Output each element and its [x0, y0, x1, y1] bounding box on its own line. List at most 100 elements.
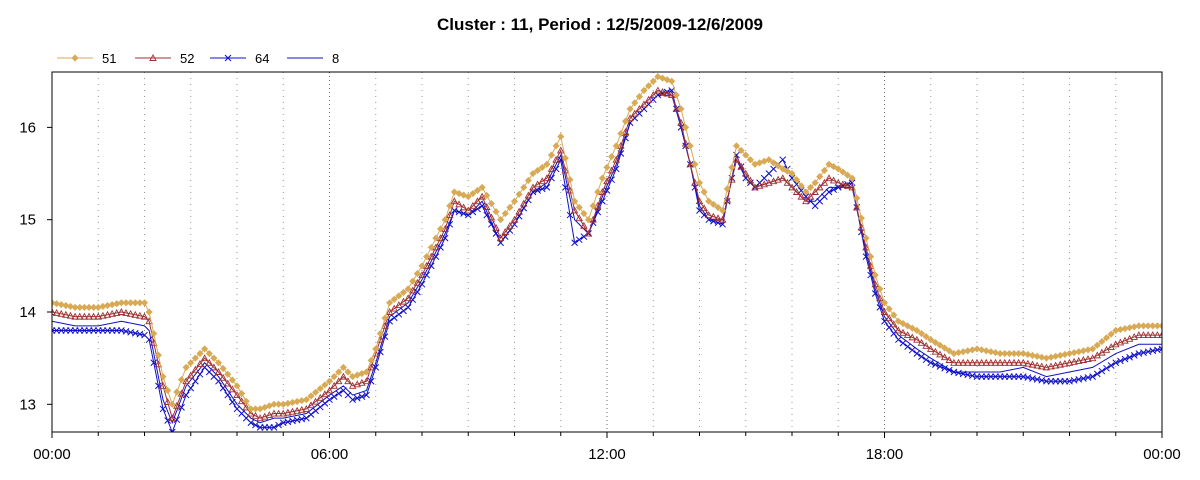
series-point-52: [626, 114, 634, 122]
series-point-51: [1102, 334, 1111, 342]
series-point-52: [778, 174, 787, 182]
series-point-51: [589, 202, 597, 210]
series-point-51: [367, 356, 375, 365]
series-point-52: [603, 177, 611, 185]
series-point-64: [927, 359, 935, 367]
series-point-52: [256, 414, 264, 422]
series-point-52: [506, 221, 514, 229]
series-point-51: [612, 142, 620, 150]
series-point-64: [316, 403, 324, 411]
series-point-52: [982, 358, 991, 366]
series-point-51: [238, 389, 246, 398]
series-point-52: [251, 411, 260, 419]
series-point-51: [510, 197, 519, 205]
series-point-64: [159, 405, 167, 413]
series-point-51: [418, 262, 426, 270]
series-point-51: [136, 299, 144, 307]
series-point-52: [834, 178, 843, 186]
series-point-51: [621, 117, 630, 125]
series-point-52: [700, 204, 708, 212]
series-point-64: [377, 348, 384, 356]
series-point-51: [446, 202, 454, 210]
series-point-51: [617, 129, 625, 138]
series-point-52: [931, 347, 940, 355]
series-point-51: [996, 349, 1004, 358]
series-point-51: [1144, 322, 1152, 330]
series-point-52: [765, 178, 773, 186]
series-point-64: [418, 280, 426, 288]
legend-label: 52: [180, 51, 194, 66]
series-point-51: [649, 77, 657, 85]
legend-item-8: 8: [287, 51, 339, 66]
series-point-51: [987, 348, 995, 356]
series-point-52: [159, 381, 167, 389]
y-tick-label: 13: [19, 396, 36, 413]
series-point-51: [769, 159, 778, 167]
series-point-64: [363, 391, 370, 399]
series-point-51: [894, 317, 902, 325]
series-point-64: [247, 419, 255, 427]
series-point-51: [1135, 322, 1143, 330]
series-point-52: [677, 118, 685, 126]
series-point-51: [677, 105, 685, 113]
series-point-51: [862, 234, 870, 242]
series-point-52: [94, 312, 103, 320]
series-point-51: [441, 216, 449, 224]
series-point-51: [904, 322, 912, 330]
series-point-51: [1001, 349, 1009, 358]
y-tick-label: 16: [19, 119, 36, 136]
series-point-51: [714, 203, 722, 211]
series-point-64: [353, 394, 361, 402]
series-point-51: [432, 234, 440, 242]
series-point-64: [594, 208, 602, 216]
series-point-51: [316, 385, 324, 393]
series-point-51: [330, 373, 338, 381]
series-point-64: [229, 398, 236, 406]
series-point-51: [399, 288, 408, 296]
series-point-64: [575, 236, 583, 244]
series-point-52: [940, 353, 949, 361]
series-point-51: [1093, 341, 1101, 349]
series-point-51: [695, 179, 704, 187]
series-point-52: [547, 164, 556, 172]
series-point-51: [941, 344, 949, 352]
series-point-51: [57, 301, 65, 309]
series-point-51: [626, 105, 634, 113]
series-point-64: [307, 411, 315, 418]
series-point-51: [362, 368, 371, 376]
series-point-52: [926, 344, 935, 352]
series-point-64: [469, 208, 477, 216]
series-point-51: [871, 271, 879, 279]
series-point-51: [1015, 349, 1023, 358]
series-point-52: [501, 228, 510, 235]
series-point-64: [608, 176, 615, 184]
series-point-52: [353, 380, 362, 388]
series-point-51: [645, 82, 653, 90]
series-point-52: [737, 162, 745, 170]
series-point-52: [663, 89, 671, 97]
series-point-52: [288, 407, 297, 415]
series-point-64: [779, 156, 787, 164]
series-point-51: [978, 346, 986, 354]
series-point-51: [709, 200, 717, 208]
series-point-52: [635, 104, 644, 112]
series-point-52: [714, 214, 722, 222]
series-point-51: [140, 299, 149, 307]
series-point-52: [321, 390, 329, 398]
series-52: [52, 86, 1162, 422]
series-point-51: [973, 345, 981, 353]
series-point-64: [904, 343, 911, 350]
series-point-51: [857, 214, 865, 222]
series-point-52: [390, 304, 399, 312]
series-point-52: [802, 197, 810, 205]
series-point-52: [71, 312, 79, 320]
series-point-51: [228, 376, 236, 384]
series-point-52: [728, 175, 736, 183]
series-point-51: [797, 182, 805, 190]
series-point-51: [719, 206, 727, 215]
series-point-51: [483, 191, 491, 200]
series-point-52: [140, 312, 149, 320]
series-point-64: [1117, 357, 1124, 365]
series-point-51: [275, 400, 283, 408]
series-point-51: [145, 308, 153, 316]
